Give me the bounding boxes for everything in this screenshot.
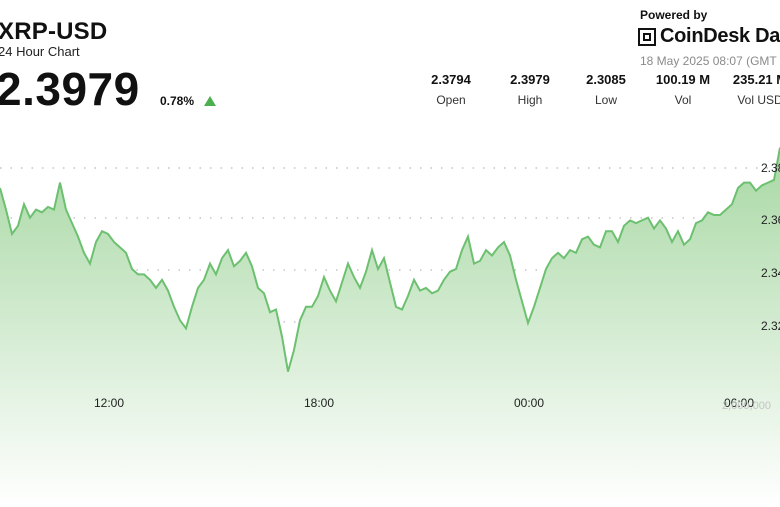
price-area [0,147,780,507]
stat-high: 2.3979 High [490,72,570,107]
price-line [0,147,780,372]
stat-low: 2.3085 Low [566,72,646,107]
stat-open: 2.3794 Open [411,72,491,107]
y-axis-ticks: 2.38 2.36 2.34 2.32 [761,161,780,333]
volume-axis-label: 2,000,000 [722,400,771,412]
timestamp: 18 May 2025 08:07 (GMT [640,54,777,68]
y-tick-label: 2.38 [761,161,780,175]
x-tick-label: 12:00 [94,396,124,410]
current-price: 2.3979 [0,63,140,115]
powered-by-label: Powered by [640,8,708,22]
x-axis-ticks: 12:00 18:00 00:00 06:00 [94,396,754,410]
x-tick-label: 06:00 [724,396,754,410]
chart-subtitle: 24 Hour Chart [0,44,80,59]
stat-label: Open [436,93,466,107]
stat-label: Vol [674,93,692,107]
stat-vol: 100.19 M Vol [643,72,723,107]
pair-title: XRP-USD [0,18,108,45]
y-tick-label: 2.34 [761,266,780,280]
triangle-up-icon [204,96,216,106]
stat-label: Low [594,93,617,107]
y-tick-label: 2.36 [761,213,780,227]
x-tick-label: 18:00 [304,396,334,410]
y-tick-label: 2.32 [761,319,780,333]
stat-label: Vol USD [737,93,780,107]
stat-vol-usd: 235.21 M Vol USD [720,72,780,107]
stat-value: 2.3979 [510,72,550,87]
coindesk-logo-icon [638,28,656,46]
stat-value: 235.21 M [732,72,780,87]
stat-value: 2.3794 [431,72,471,87]
stat-label: High [517,93,543,107]
price-change: 0.78% [160,94,195,108]
stat-value: 100.19 M [655,72,711,87]
stat-value: 2.3085 [586,72,626,87]
coindesk-logo-text: CoinDesk Data [660,25,780,47]
x-tick-label: 00:00 [514,396,544,410]
